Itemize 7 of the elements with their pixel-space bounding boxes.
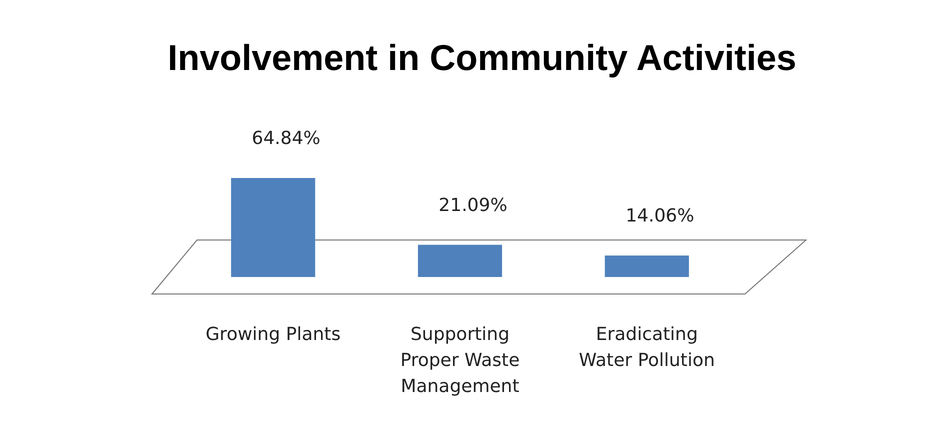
data-label: 14.06%	[626, 206, 694, 227]
data-label: 21.09%	[438, 194, 508, 216]
data-label: 64.84%	[252, 128, 320, 149]
x-tick-label: Growing Plants	[206, 324, 341, 345]
chart-title: Involvement in Community Activities	[168, 37, 796, 78]
x-tick-label: Supporting Proper Waste Management	[400, 324, 520, 397]
x-tick-label: Eradicating Water Pollution	[578, 324, 715, 371]
